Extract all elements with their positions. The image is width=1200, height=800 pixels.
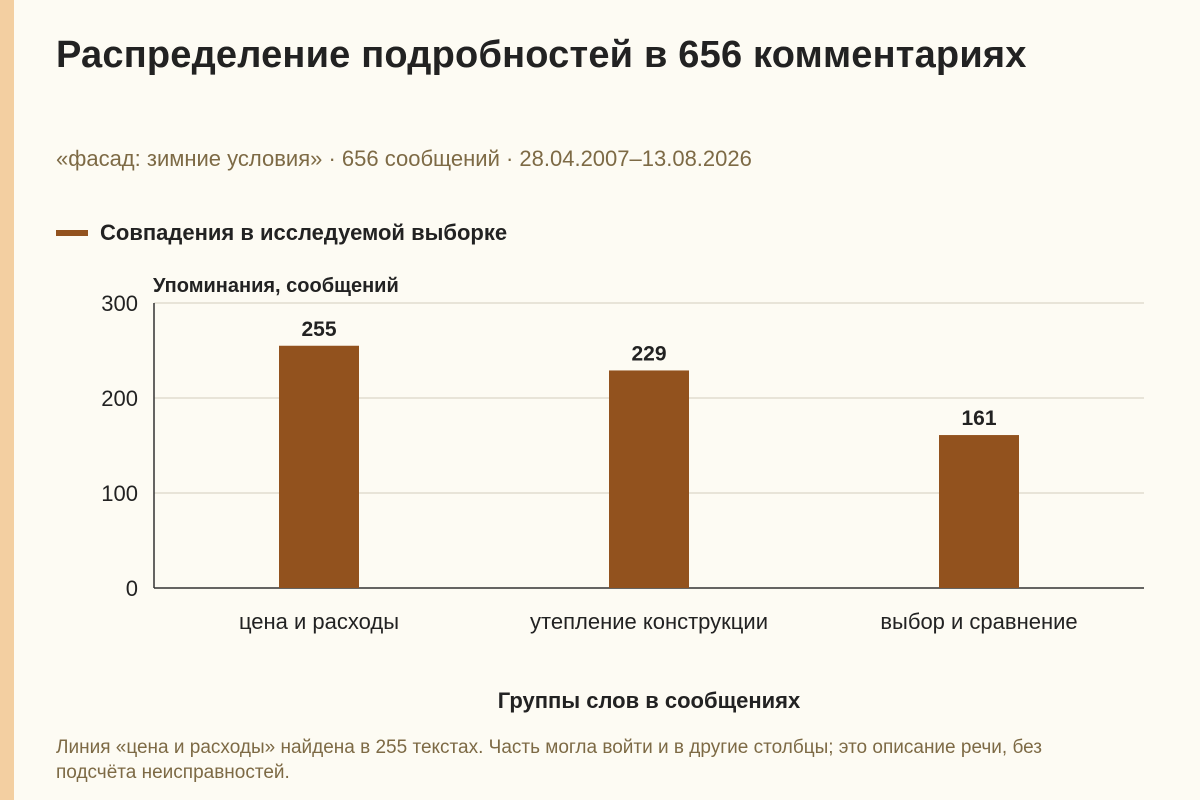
bar-chart: 0 100 200 300 255 цена и расходы 229 утепление … [101,275,1144,713]
legend-swatch [56,230,88,236]
chart-subtitle: «фасад: зимние условия» · 656 сообщений … [56,146,752,171]
bar [609,370,689,588]
y-axis-label: Упоминания, сообщений [153,275,399,297]
data-label: 229 [631,342,666,365]
legend: Совпадения в исследуемой выборке [56,218,507,248]
y-tick-label: 0 [126,576,138,601]
chart-title: Распределение подробностей в 656 коммент… [56,34,1027,76]
bar [279,345,359,588]
bar [939,435,1019,588]
legend-label: Совпадения в исследуемой выборке [100,220,508,245]
y-tick-label: 100 [101,481,138,506]
x-tick-label: цена и расходы [239,609,399,634]
data-label: 255 [301,318,336,341]
y-tick-label: 200 [101,386,138,411]
x-axis-label: Группы слов в сообщениях [498,688,801,713]
footnote: Линия «цена и расходы» найдена в 255 тек… [56,737,1042,783]
data-label: 161 [961,407,996,430]
left-accent-stripe [0,0,14,800]
x-tick-label: утепление конструкции [530,609,768,634]
y-tick-label: 300 [101,291,138,316]
x-tick-label: выбор и сравнение [880,609,1077,634]
